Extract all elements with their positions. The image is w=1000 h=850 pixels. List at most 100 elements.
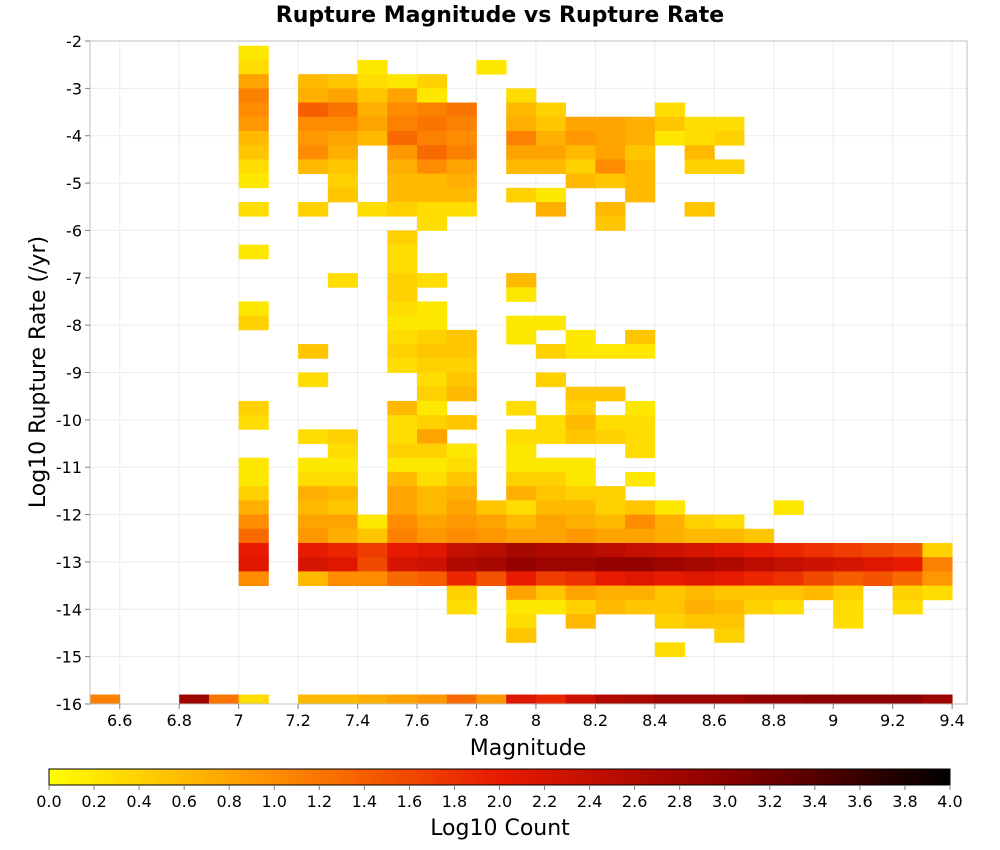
x-tick-label: 7.4 — [345, 711, 370, 730]
heatmap-cell — [654, 116, 685, 132]
heatmap-cell — [446, 514, 477, 530]
heatmap-cell — [684, 514, 715, 530]
heatmap-cell — [625, 585, 656, 601]
heatmap-cell — [238, 59, 269, 75]
heatmap-cell — [773, 542, 804, 558]
heatmap-cell — [654, 528, 685, 544]
heatmap-cell — [506, 273, 537, 288]
heatmap-cell — [535, 130, 567, 146]
heatmap-cell — [565, 614, 596, 629]
heatmap-cell — [625, 159, 656, 174]
colorbar-tick-label: 0.8 — [216, 792, 241, 811]
heatmap-cell — [298, 372, 329, 388]
heatmap-cell — [446, 528, 477, 544]
x-tick-label: 7 — [234, 711, 244, 730]
heatmap-cell — [387, 287, 418, 302]
colorbar-ticks: 0.0 0.2 0.4 0.6 0.8 1.0 1.2 1.4 1.6 1.8 2.0 2.2 2.4 2… — [36, 785, 963, 811]
heatmap-cell — [417, 273, 448, 288]
heatmap-cell — [387, 329, 418, 345]
heatmap-cell — [595, 429, 626, 444]
heatmap-cell — [327, 187, 358, 203]
heatmap-cell — [446, 187, 477, 203]
heatmap-cell — [298, 344, 329, 359]
heatmap-cell — [298, 88, 329, 103]
heatmap-cell — [625, 415, 656, 430]
y-tick-label: -11 — [56, 458, 82, 477]
heatmap-cell — [595, 130, 626, 146]
heatmap-cell — [327, 542, 358, 558]
heatmap-cell — [535, 429, 567, 444]
heatmap-cell — [238, 45, 269, 61]
heatmap-cell — [625, 571, 656, 587]
heatmap-cell — [565, 571, 596, 587]
heatmap-cell — [565, 585, 596, 601]
heatmap-cell — [238, 571, 269, 587]
heatmap-cell — [862, 694, 894, 705]
heatmap-cell — [803, 694, 834, 705]
heatmap-cell — [833, 585, 864, 601]
heatmap-cell — [238, 145, 269, 160]
heatmap-cell — [238, 130, 269, 146]
heatmap-cell — [238, 457, 269, 473]
heatmap-cell — [417, 557, 448, 572]
heatmap-cell — [565, 386, 596, 402]
heatmap-cell — [565, 471, 596, 487]
heatmap-cell — [744, 599, 775, 615]
heatmap-cell — [238, 400, 269, 416]
x-tick-label: 9 — [828, 711, 838, 730]
heatmap-cell — [595, 571, 626, 587]
heatmap-cell — [595, 528, 626, 544]
heatmap-cell — [387, 514, 418, 530]
colorbar-tick-label: 3.2 — [757, 792, 782, 811]
heatmap-cell — [387, 258, 418, 274]
heatmap-cell — [446, 159, 477, 174]
y-tick-label: -10 — [56, 411, 82, 430]
heatmap-cell — [476, 557, 507, 572]
heatmap-cell — [208, 694, 240, 705]
heatmap-cell — [625, 694, 656, 705]
heatmap-cell — [298, 514, 329, 530]
heatmap-cell — [625, 528, 656, 544]
heatmap-cell — [446, 585, 477, 601]
heatmap-cell — [298, 74, 329, 89]
heatmap-cell — [506, 116, 537, 132]
heatmap-cell — [476, 571, 507, 587]
heatmap-cell — [387, 571, 418, 587]
heatmap-cell — [298, 500, 329, 515]
heatmap-cell — [565, 694, 596, 705]
heatmap-cell — [714, 694, 745, 705]
heatmap-cell — [417, 571, 448, 587]
heatmap-cell — [446, 542, 477, 558]
colorbar-tick-label: 1.2 — [307, 792, 332, 811]
heatmap-cell — [327, 159, 358, 174]
heatmap-cell — [327, 571, 358, 587]
heatmap-cell — [506, 528, 537, 544]
heatmap-cell — [595, 599, 626, 615]
chart-title: Rupture Magnitude vs Rupture Rate — [276, 3, 724, 28]
x-tick-label: 8 — [531, 711, 541, 730]
heatmap-cell — [595, 694, 626, 705]
heatmap-cell — [327, 429, 358, 444]
heatmap-cell — [417, 429, 448, 444]
heatmap-cell — [565, 457, 596, 473]
heatmap-cell — [417, 471, 448, 487]
heatmap-cell — [833, 571, 864, 587]
x-tick-label: 6.8 — [166, 711, 191, 730]
heatmap-cell — [446, 173, 477, 189]
heatmap-cell — [417, 372, 448, 388]
heatmap-cell — [387, 500, 418, 515]
heatmap-cell — [565, 557, 596, 572]
heatmap-cell — [565, 116, 596, 132]
heatmap-cell — [565, 400, 596, 416]
heatmap-cell — [327, 694, 358, 705]
heatmap-cell — [387, 315, 418, 331]
heatmap-cell — [357, 202, 388, 217]
heatmap-cell — [654, 571, 685, 587]
heatmap-cell — [595, 216, 626, 231]
heatmap-cell — [476, 500, 507, 515]
heatmap-cell — [357, 116, 388, 132]
heatmap-cell — [446, 344, 477, 359]
heatmap-cell — [238, 88, 269, 103]
heatmap-cell — [446, 486, 477, 501]
x-tick-label: 9.4 — [939, 711, 964, 730]
